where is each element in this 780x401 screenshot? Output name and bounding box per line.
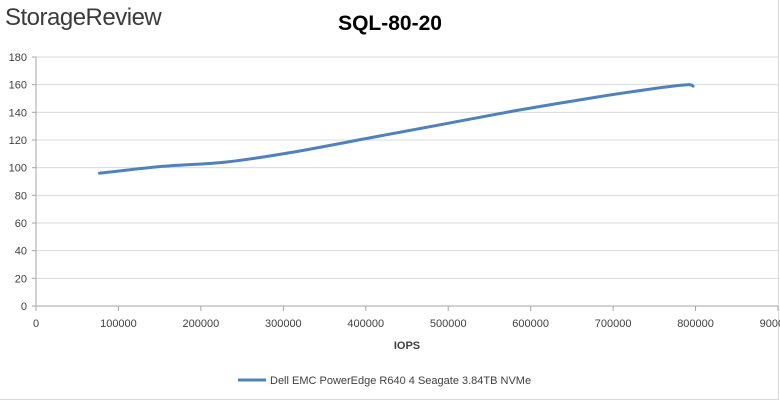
y-tick-labels: 0 20 40 60 80 100 120 140 160 180 <box>9 52 27 313</box>
y-tick-label: 140 <box>9 107 27 119</box>
axes <box>32 56 779 311</box>
x-tick-label: 100000 <box>100 318 137 330</box>
y-tick-label: 120 <box>9 135 27 147</box>
y-tick-label: 180 <box>9 52 27 64</box>
series-layer <box>98 83 695 175</box>
legend: Dell EMC PowerEdge R640 4 Seagate 3.84TB… <box>238 375 531 387</box>
chart-title: SQL-80-20 <box>338 12 442 35</box>
legend-label: Dell EMC PowerEdge R640 4 Seagate 3.84TB… <box>270 375 531 387</box>
x-tick-label: 800000 <box>677 318 714 330</box>
x-tick-label: 700000 <box>595 318 632 330</box>
gridlines <box>36 56 778 279</box>
series-line <box>98 83 695 175</box>
x-tick-label: 300000 <box>265 318 302 330</box>
x-tick-label: 0 <box>33 318 39 330</box>
y-tick-label: 40 <box>15 246 27 258</box>
storagereview-logo: StorageReview <box>5 4 162 31</box>
y-tick-label: 0 <box>21 301 27 313</box>
y-tick-label: 80 <box>15 190 27 202</box>
x-tick-label: 900000 <box>760 318 780 330</box>
x-tick-labels: 0 100000 200000 300000 400000 500000 600000 700… <box>33 318 780 330</box>
y-tick-label: 20 <box>15 273 27 285</box>
x-tick-label: 600000 <box>512 318 549 330</box>
x-tick-label: 400000 <box>347 318 384 330</box>
y-tick-label: 100 <box>9 163 27 175</box>
y-tick-label: 160 <box>9 80 27 92</box>
x-tick-label: 500000 <box>430 318 467 330</box>
x-tick-label: 200000 <box>183 318 220 330</box>
x-axis-title: IOPS <box>394 340 420 352</box>
y-tick-label: 60 <box>15 218 27 230</box>
